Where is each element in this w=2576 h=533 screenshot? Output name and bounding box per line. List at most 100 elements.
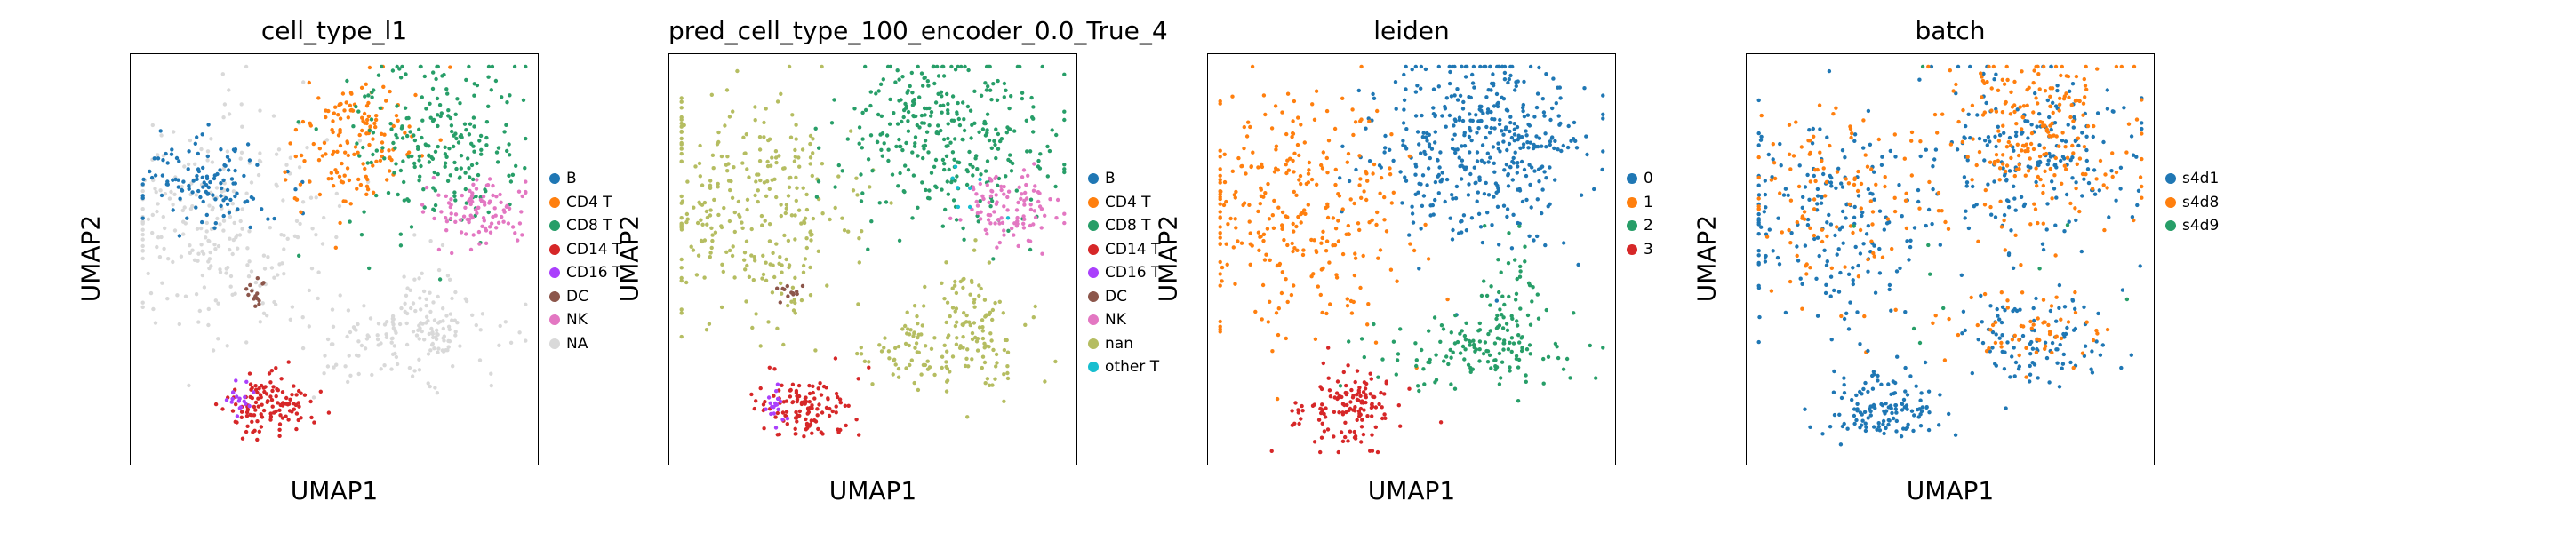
data-point [449,203,453,207]
data-point [348,373,353,378]
data-point [1346,223,1350,228]
data-point [1971,137,1975,141]
data-point [787,176,791,180]
data-point [2011,266,2016,270]
data-point [180,185,184,189]
data-point [994,193,998,197]
data-point [1292,283,1296,288]
data-point [293,127,299,132]
data-point [922,121,926,125]
data-point [1492,195,1496,199]
data-point [1756,143,1761,147]
data-point [2043,346,2047,351]
data-point [1039,207,1044,211]
data-point [361,162,365,166]
data-point [171,178,175,182]
data-point [1055,197,1060,203]
data-point [1843,265,1847,269]
data-point [790,382,796,386]
data-point [1024,118,1028,123]
data-point [689,244,693,249]
data-point [1426,360,1430,364]
data-point [941,103,946,107]
data-point [260,402,264,407]
data-point [796,155,801,160]
data-point [766,395,772,400]
data-point [2110,109,2115,114]
plot-area [1746,53,2155,465]
data-point [1483,340,1488,345]
data-point [1420,135,1425,139]
data-point [1894,269,1900,274]
data-point [261,281,266,285]
data-point [2092,123,2096,129]
data-point [1474,113,1478,117]
data-point [187,149,191,154]
legend-item: 3 [1627,238,1653,262]
data-point [1005,350,1011,354]
data-point [1353,251,1357,256]
data-point [2002,173,2007,178]
data-point [430,156,436,161]
data-point [1334,273,1339,277]
data-point [767,239,772,243]
data-point [711,166,716,171]
data-point [452,133,456,138]
data-point [1553,178,1557,182]
data-point [1989,108,1994,113]
data-point [1812,236,1817,242]
data-point [679,278,684,283]
data-point [373,124,378,130]
data-point [245,246,250,251]
data-point [1507,231,1511,235]
data-point [1346,151,1351,156]
data-point [1340,439,1346,443]
data-point [2026,169,2031,173]
data-point [800,147,805,152]
data-point [508,340,514,345]
data-point [1045,144,1050,149]
data-point [371,190,376,195]
data-point [478,328,483,332]
data-point [959,64,964,69]
data-point [419,307,423,312]
data-point [679,140,684,146]
data-point [1032,162,1036,166]
data-point [1776,216,1780,220]
data-point [679,106,684,110]
data-point [895,68,900,73]
data-point [1521,102,1525,107]
data-point [279,377,284,381]
data-point [208,179,212,185]
data-point [983,227,988,232]
data-point [443,164,447,169]
data-point [1367,119,1372,123]
data-point [1522,115,1527,119]
scatter-plot [679,64,1067,439]
data-point [1467,134,1472,139]
data-point [729,179,733,184]
data-point [1260,317,1264,322]
data-point [1351,408,1356,412]
data-point [955,174,959,179]
data-point [1318,385,1323,389]
data-point [1438,420,1444,425]
data-point [957,123,963,128]
data-point [964,313,969,318]
data-point [2013,233,2018,237]
data-point [1822,248,1827,252]
data-point [2041,321,2045,325]
data-point [2110,151,2115,155]
legend-marker [1088,362,1099,373]
data-point [1284,163,1288,167]
data-point [1508,369,1512,373]
data-point [2071,151,2076,155]
data-point [777,432,782,437]
data-point [807,406,812,410]
data-point [814,195,820,199]
data-point [1924,147,1928,152]
data-point [196,259,200,263]
data-point [2086,180,2092,186]
data-point [1218,180,1222,185]
data-point [1337,410,1341,415]
